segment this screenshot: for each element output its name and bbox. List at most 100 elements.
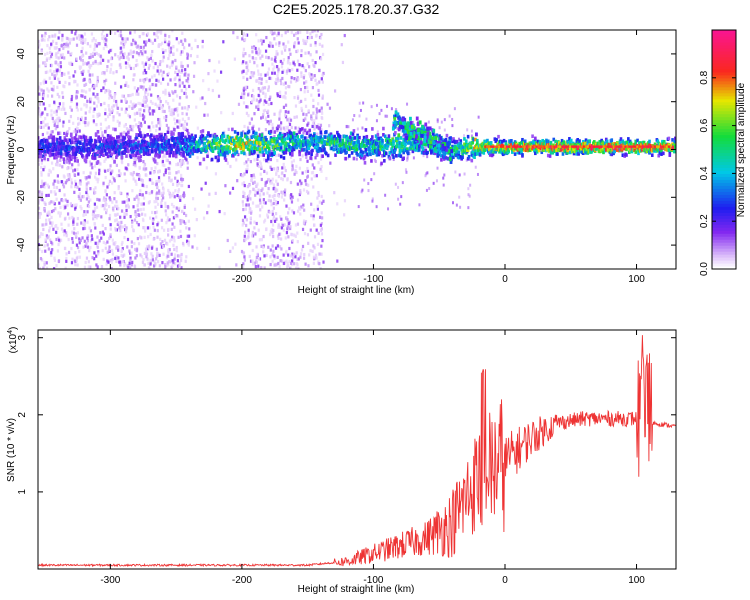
spectrogram-cell (142, 167, 145, 171)
spectrogram-cell (79, 55, 82, 60)
spectrogram-cell (138, 165, 141, 170)
spectrogram-cell (286, 225, 289, 229)
spectrogram-cell (313, 208, 316, 212)
spectrogram-cell (260, 42, 264, 46)
spectrogram-cell (245, 168, 248, 172)
spectrogram-cell (105, 141, 109, 146)
spectrogram-cell (63, 233, 66, 237)
spectrogram-cell (128, 64, 131, 68)
spectrogram-cell (299, 30, 302, 34)
spectrogram-cell (123, 52, 126, 56)
spectrogram-cell (203, 141, 207, 146)
spectrogram-cell (311, 163, 314, 167)
spectrogram-cell (103, 82, 106, 86)
spectrogram-cell (252, 46, 255, 50)
spectrogram-cell (476, 172, 479, 176)
spectrogram-cell (276, 77, 279, 81)
spectrogram-cell (249, 211, 253, 215)
spectrogram-cell (119, 85, 123, 89)
spectrogram-cell (421, 147, 425, 151)
spectrogram-cell (287, 59, 290, 63)
spectrogram-cell (92, 217, 95, 221)
spectrogram-cell (300, 106, 303, 111)
spectrogram-cell (167, 248, 170, 252)
spectrogram-cell (93, 202, 96, 206)
spectrogram-cell (393, 150, 396, 154)
spectrogram-cell (312, 111, 315, 115)
spectrogram-cell (259, 172, 262, 176)
spectrogram-cell (160, 198, 164, 202)
spectrogram-cell (145, 77, 148, 81)
spectrogram-cell (82, 223, 85, 227)
spectrogram-cell (283, 174, 286, 178)
spectrogram-cell (107, 182, 111, 187)
spectrogram-cell (208, 133, 212, 138)
spectrogram-cell (147, 266, 151, 269)
spectrogram-cell (151, 254, 154, 258)
spectrogram-cell (84, 38, 87, 42)
spectrogram-cell (121, 161, 124, 165)
spectrogram-cell (265, 79, 268, 84)
spectrogram-cell (159, 99, 162, 104)
spectrogram-cell (241, 70, 244, 74)
spectrogram-cell (50, 42, 53, 46)
spectrogram-cell (148, 178, 151, 182)
spectrogram-cell (316, 136, 320, 140)
spectrogram-cell (260, 77, 263, 81)
spectrogram-cell (177, 189, 180, 193)
spectrogram-cell (58, 188, 61, 193)
spectrogram-cell (75, 133, 78, 137)
spectrogram-cell (171, 222, 174, 226)
spectrogram-cell (50, 224, 54, 228)
spectrogram-cell (176, 259, 179, 263)
spectrogram-cell (284, 86, 288, 90)
spectrogram-cell (107, 260, 110, 264)
spectrogram-cell (151, 210, 154, 215)
spectrogram-cell (242, 96, 245, 100)
spectrogram-cell (282, 261, 285, 266)
spectrogram-cell (465, 158, 468, 162)
spectrogram-cell (272, 183, 276, 187)
spectrogram-cell (183, 205, 186, 210)
spectrogram-cell (53, 110, 56, 114)
spectrogram-cell (59, 238, 63, 242)
spectrogram-cell (275, 77, 278, 82)
spectrogram-cell (258, 214, 262, 218)
spectrogram-cell (264, 135, 267, 140)
spectrogram-cell (273, 37, 276, 41)
spectrogram-cell (257, 204, 260, 208)
spectrogram-cell (73, 227, 76, 231)
spectrogram-cell (219, 70, 223, 74)
spectrogram-cell (325, 176, 328, 181)
spectrogram-cell (46, 87, 49, 91)
spectrogram-cell (404, 168, 407, 172)
spectrogram-cell (102, 198, 105, 202)
spectrogram-cell (79, 238, 82, 243)
spectrogram-cell (54, 192, 57, 196)
spectrogram-cell (345, 150, 348, 155)
spectrogram-cell (45, 266, 49, 269)
spectrogram-cell (143, 78, 147, 82)
spectrogram-cell (320, 252, 323, 256)
spectrogram-cell (183, 46, 186, 50)
spectrogram-cell (78, 187, 81, 191)
spectrogram-cell (275, 167, 279, 171)
spectrogram-cell (48, 103, 51, 108)
spectrogram-cell (63, 131, 66, 136)
spectrogram-cell (67, 223, 70, 227)
spectrogram-cell (76, 90, 79, 94)
spectrogram-cell (307, 109, 310, 113)
spectrogram-cell (185, 73, 188, 77)
spectrogram-cell (250, 94, 254, 98)
spectrogram-cell (257, 127, 261, 131)
spectrogram-cell (390, 141, 393, 146)
spectrogram-cell (234, 242, 237, 246)
spectrogram-cell (287, 142, 290, 147)
spectrogram-cell (68, 61, 71, 65)
spectrogram-cell (242, 88, 245, 92)
spectrogram-cell (70, 51, 73, 56)
spectrogram-cell (170, 62, 174, 66)
spectrogram-cell (141, 146, 145, 151)
spectrogram-cell (56, 249, 60, 253)
spectrogram-cell (127, 94, 130, 98)
